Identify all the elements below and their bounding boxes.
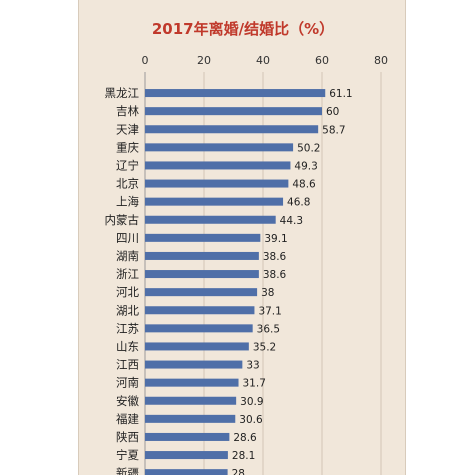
category-label: 上海 xyxy=(116,195,139,209)
data-label: 49.3 xyxy=(294,160,317,172)
bar xyxy=(145,161,291,170)
data-label: 50.2 xyxy=(297,142,320,154)
bar xyxy=(145,251,259,260)
data-label: 39.1 xyxy=(264,233,287,245)
data-label: 38.6 xyxy=(263,269,287,281)
category-label: 河南 xyxy=(116,376,139,390)
category-label: 内蒙古 xyxy=(105,213,140,227)
data-label: 36.5 xyxy=(257,323,280,335)
bar xyxy=(145,233,261,242)
bar xyxy=(145,197,284,206)
bar xyxy=(145,342,249,351)
chart-panel: 2017年离婚/结婚比（%） 0 20 40 60 80 黑龙江吉林天津重庆辽宁北京上海… xyxy=(78,0,406,475)
data-label: 28.1 xyxy=(232,450,255,462)
category-label: 河北 xyxy=(116,285,139,299)
data-label: 30.9 xyxy=(240,396,263,408)
category-label: 福建 xyxy=(116,412,139,426)
data-label: 30.6 xyxy=(239,414,263,426)
data-label: 38 xyxy=(261,287,274,299)
x-tick-label: 20 xyxy=(197,54,211,67)
category-label: 重庆 xyxy=(116,140,139,154)
data-label: 35.2 xyxy=(253,341,276,353)
bar xyxy=(145,143,294,152)
data-label: 28.6 xyxy=(233,432,257,444)
category-label: 天津 xyxy=(116,122,139,136)
bar xyxy=(145,396,237,405)
category-label: 陕西 xyxy=(116,430,139,444)
bar xyxy=(145,107,322,116)
data-label: 33 xyxy=(246,360,259,372)
category-label: 黑龙江 xyxy=(105,86,140,100)
category-label: 吉林 xyxy=(116,104,139,118)
data-label: 61.1 xyxy=(329,88,352,100)
bar xyxy=(145,215,276,224)
data-label: 28 xyxy=(232,468,245,475)
x-tick-label: 0 xyxy=(142,54,149,67)
bar xyxy=(145,89,326,98)
data-label: 38.6 xyxy=(263,251,287,263)
category-label: 湖北 xyxy=(116,303,139,317)
bar xyxy=(145,324,253,333)
data-label: 31.7 xyxy=(243,378,266,390)
x-tick-label: 40 xyxy=(256,54,270,67)
category-label: 新疆 xyxy=(116,466,139,475)
bar xyxy=(145,306,255,315)
bar xyxy=(145,378,239,387)
category-label: 山东 xyxy=(116,339,139,353)
data-label: 46.8 xyxy=(287,197,310,209)
category-label: 四川 xyxy=(116,231,139,245)
bar xyxy=(145,469,228,475)
category-label: 辽宁 xyxy=(116,158,139,172)
category-label: 江苏 xyxy=(116,321,139,335)
category-label: 安徽 xyxy=(116,394,139,408)
bar xyxy=(145,288,258,297)
data-label: 37.1 xyxy=(258,305,281,317)
bar-chart: 2017年离婚/结婚比（%） 0 20 40 60 80 黑龙江吉林天津重庆辽宁北京上海… xyxy=(105,20,388,475)
x-tick-label: 80 xyxy=(374,54,388,67)
data-label: 48.6 xyxy=(292,179,316,191)
bar xyxy=(145,451,228,460)
bar xyxy=(145,360,243,369)
bar xyxy=(145,270,259,279)
category-label: 北京 xyxy=(116,177,139,191)
category-label: 宁夏 xyxy=(116,448,139,462)
category-label: 浙江 xyxy=(116,267,139,281)
data-label: 60 xyxy=(326,106,339,118)
x-tick-label: 60 xyxy=(315,54,329,67)
bar xyxy=(145,125,319,134)
bar xyxy=(145,414,236,423)
bar xyxy=(145,432,230,441)
bar xyxy=(145,179,289,188)
data-label: 58.7 xyxy=(322,124,345,136)
chart-title: 2017年离婚/结婚比（%） xyxy=(152,20,334,38)
category-label: 湖南 xyxy=(116,249,139,263)
category-label: 江西 xyxy=(116,358,139,372)
data-label: 44.3 xyxy=(280,215,303,227)
